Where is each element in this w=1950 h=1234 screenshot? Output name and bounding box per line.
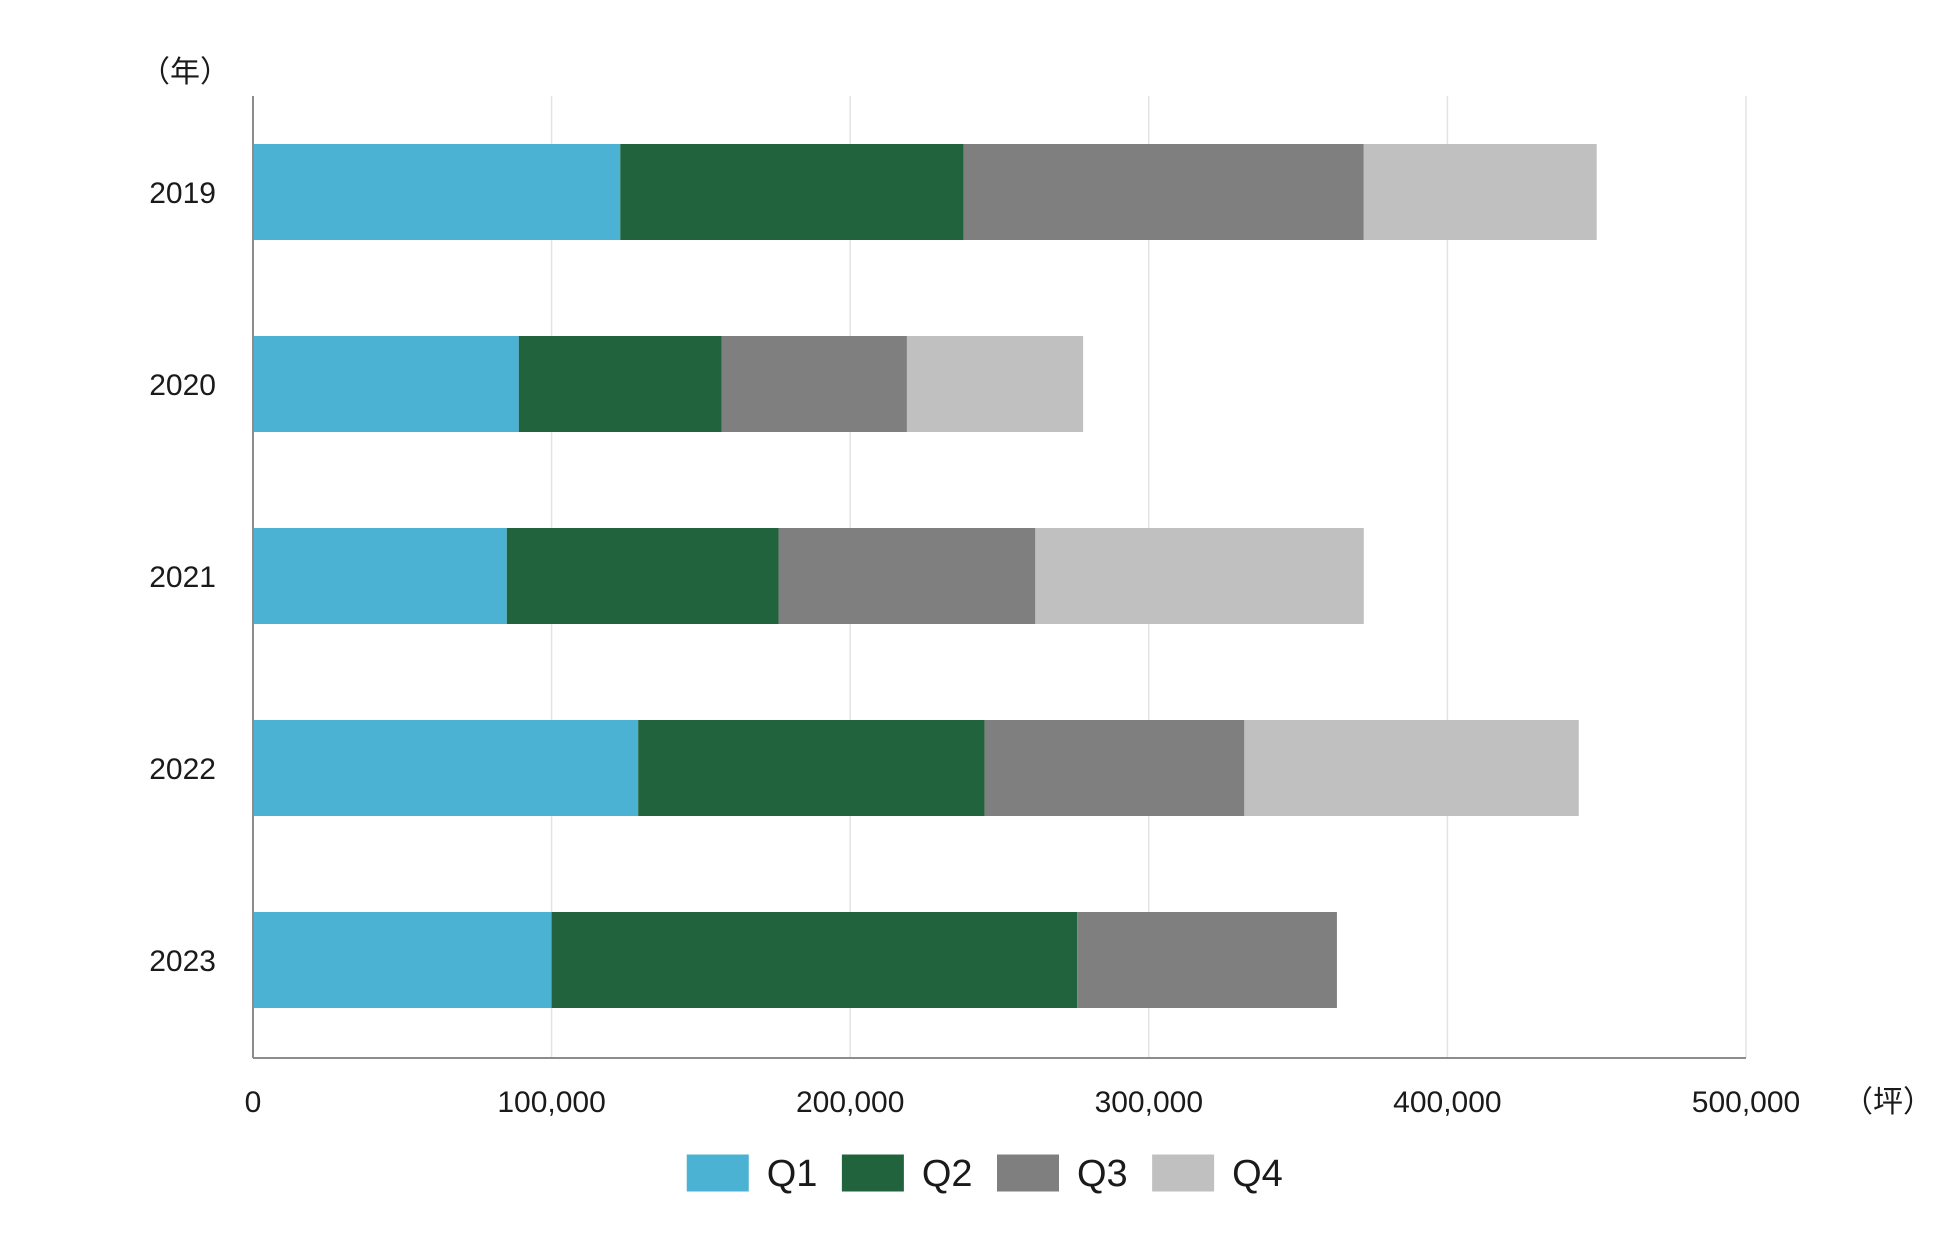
bar-segment-2019-q2 — [620, 144, 964, 240]
bar-segment-2019-q4 — [1363, 144, 1597, 240]
y-tick-label: 2023 — [149, 945, 216, 978]
bar-segment-2020-q4 — [906, 336, 1084, 432]
bar-segment-2022-q4 — [1244, 720, 1579, 816]
y-tick-label: 2020 — [149, 369, 216, 402]
legend-label-q2: Q2 — [922, 1153, 973, 1195]
bar-segment-2021-q2 — [506, 528, 779, 624]
y-axis-unit-label: （年） — [140, 56, 230, 89]
bars — [253, 144, 1597, 1008]
legend-swatch-q3 — [997, 1154, 1059, 1192]
bar-segment-2023-q1 — [253, 912, 552, 1008]
y-tick-label: 2022 — [149, 753, 216, 786]
labels: （年） （坪） 0 100,000 200,000 300,000 400,000 500… — [140, 56, 1933, 1119]
x-tick-label: 500,000 — [1692, 1086, 1800, 1119]
x-tick-label: 200,000 — [796, 1086, 904, 1119]
bar-segment-2019-q1 — [253, 144, 621, 240]
legend-label-q4: Q4 — [1232, 1153, 1283, 1195]
x-axis-unit-label: （坪） — [1843, 1086, 1933, 1119]
bar-segment-2020-q1 — [253, 336, 519, 432]
x-tick-label: 300,000 — [1095, 1086, 1203, 1119]
bar-segment-2023-q2 — [551, 912, 1078, 1008]
x-tick-label: 100,000 — [497, 1086, 605, 1119]
x-tick-label: 400,000 — [1393, 1086, 1501, 1119]
bar-segment-2020-q3 — [721, 336, 907, 432]
x-tick-label: 0 — [245, 1086, 262, 1119]
y-tick-label: 2021 — [149, 561, 216, 594]
legend: Q1 Q2 Q3 Q4 — [686, 1153, 1283, 1195]
legend-swatch-q2 — [841, 1154, 904, 1192]
bar-segment-2023-q3 — [1077, 912, 1337, 1008]
bar-segment-2022-q2 — [638, 720, 985, 816]
bar-segment-2021-q3 — [778, 528, 1036, 624]
axes — [252, 96, 1746, 1059]
bar-segment-2021-q4 — [1035, 528, 1364, 624]
y-tick-label: 2019 — [149, 177, 216, 210]
legend-label-q3: Q3 — [1077, 1153, 1128, 1195]
legend-swatch-q1 — [686, 1154, 749, 1192]
bar-segment-2021-q1 — [253, 528, 507, 624]
legend-swatch-q4 — [1152, 1154, 1215, 1192]
bar-segment-2022-q1 — [253, 720, 639, 816]
legend-label-q1: Q1 — [767, 1153, 818, 1195]
bar-segment-2019-q3 — [963, 144, 1364, 240]
bar-segment-2020-q2 — [518, 336, 722, 432]
bar-segment-2022-q3 — [984, 720, 1245, 816]
